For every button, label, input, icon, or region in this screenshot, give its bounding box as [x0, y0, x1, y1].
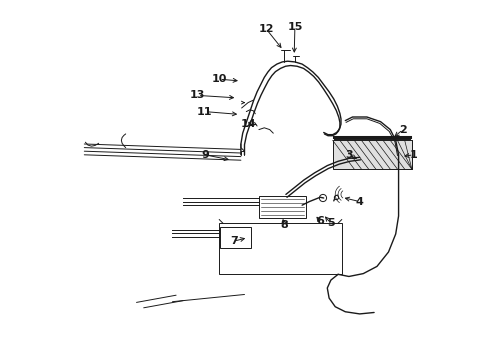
Text: 2: 2: [398, 125, 406, 135]
Text: 3: 3: [345, 150, 352, 160]
Text: 9: 9: [201, 150, 208, 160]
Text: 12: 12: [258, 24, 273, 34]
Text: 7: 7: [229, 236, 237, 246]
Text: 10: 10: [211, 74, 226, 84]
Text: 15: 15: [286, 22, 302, 32]
Bar: [220, 227, 250, 248]
Text: 14: 14: [240, 119, 255, 129]
Text: 6: 6: [316, 216, 324, 226]
Bar: [332, 140, 411, 169]
Bar: [219, 223, 341, 274]
Text: 4: 4: [355, 197, 363, 207]
Bar: [258, 196, 305, 218]
Text: 8: 8: [280, 220, 287, 230]
Text: 11: 11: [197, 107, 212, 117]
Text: 1: 1: [409, 150, 417, 160]
Text: 13: 13: [190, 90, 205, 100]
Text: 5: 5: [326, 218, 334, 228]
